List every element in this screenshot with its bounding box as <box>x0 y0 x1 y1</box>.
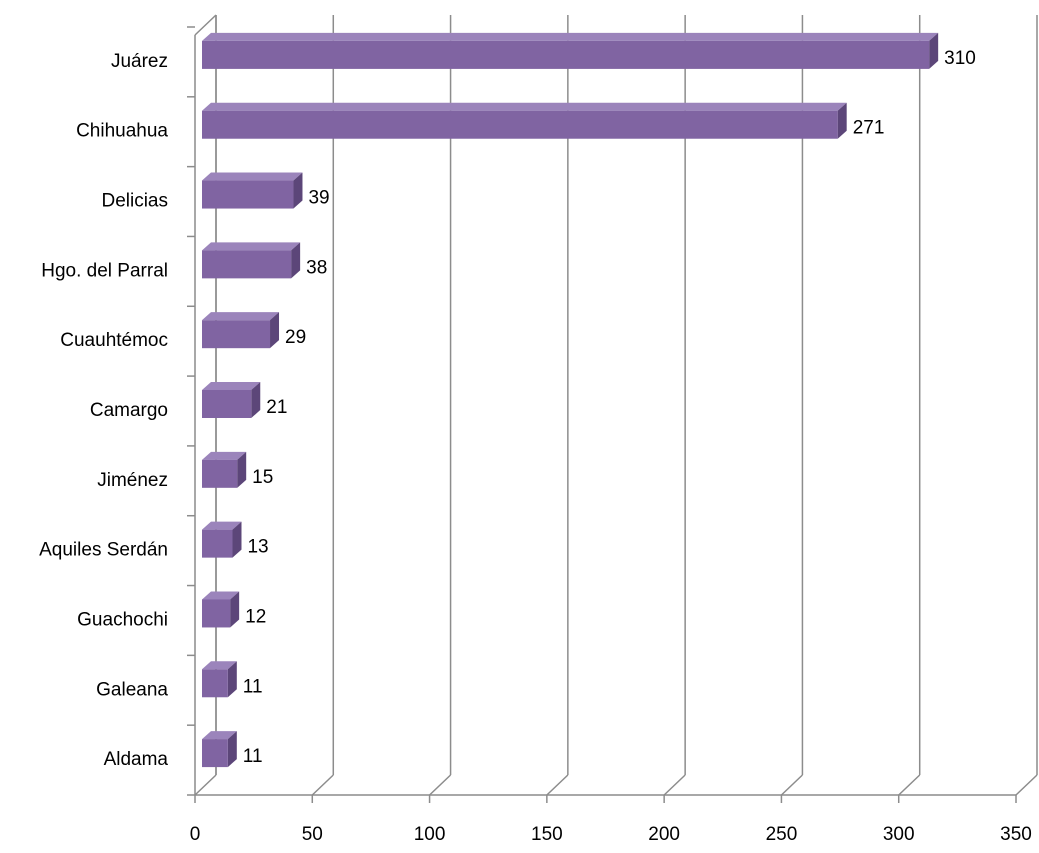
y-tick-label: Aquiles Serdán <box>39 540 168 561</box>
grid-floor <box>663 774 686 796</box>
bar-top <box>202 661 237 670</box>
y-tick-label: Chihuahua <box>76 121 168 142</box>
y-tick-label: Aldama <box>104 749 169 770</box>
y-tick-label: Delicias <box>101 191 168 212</box>
bar-top <box>202 172 303 181</box>
value-label: 11 <box>243 746 263 767</box>
bar <box>202 669 228 698</box>
bar-top <box>202 242 301 251</box>
bar-top <box>202 731 237 740</box>
y-tick-label: Juárez <box>111 51 168 72</box>
value-label: 12 <box>245 606 266 627</box>
x-tick-label: 300 <box>883 824 915 845</box>
x-tick-label: 350 <box>1000 824 1032 845</box>
bar-top <box>202 32 939 41</box>
bar-side <box>251 382 261 418</box>
x-tick-label: 200 <box>648 824 680 845</box>
bar-side <box>227 731 237 768</box>
bar <box>202 250 292 279</box>
bar <box>202 390 252 418</box>
bar <box>202 599 231 628</box>
bar-side <box>293 172 303 209</box>
grid-floor <box>1015 774 1038 796</box>
value-label: 21 <box>266 397 287 418</box>
bar-top <box>202 312 280 321</box>
x-tick-label: 0 <box>190 824 201 845</box>
bar-side <box>929 32 939 69</box>
bar-side <box>270 312 280 349</box>
y-tick-label: Jiménez <box>97 470 168 491</box>
bar-top <box>202 382 261 390</box>
grid-floor <box>898 774 921 796</box>
y-tick-label: Hgo. del Parral <box>41 260 168 281</box>
bar-side <box>237 451 247 488</box>
grid-floor <box>780 774 803 796</box>
x-tick-label: 50 <box>302 824 323 845</box>
bar <box>202 320 271 349</box>
bar <box>202 180 294 209</box>
y-tick-label: Cuauhtémoc <box>60 330 168 351</box>
bar-side <box>230 591 240 628</box>
value-label: 15 <box>252 467 273 488</box>
y-tick-label: Guachochi <box>77 609 168 630</box>
value-label: 29 <box>285 327 306 348</box>
grid-floor <box>546 774 569 796</box>
bar-side <box>291 242 301 279</box>
value-label: 38 <box>306 257 327 278</box>
y-tick-label: Camargo <box>90 400 168 421</box>
grid-floor <box>311 774 334 796</box>
x-tick-label: 100 <box>414 824 446 845</box>
bar <box>202 110 838 139</box>
value-label: 39 <box>308 188 329 209</box>
bar <box>202 739 228 768</box>
x-tick-label: 150 <box>531 824 563 845</box>
bar <box>202 40 930 69</box>
x-tick-label: 250 <box>766 824 798 845</box>
bar-top <box>202 521 242 530</box>
value-label: 310 <box>944 48 976 69</box>
bar-side <box>227 661 237 698</box>
y-axis-top <box>194 14 217 36</box>
bar-side <box>837 102 847 139</box>
bar-side <box>232 521 242 558</box>
bar <box>202 459 238 488</box>
grid-floor <box>194 774 217 796</box>
bar-top <box>202 102 847 111</box>
y-tick-label: Galeana <box>96 679 168 700</box>
value-label: 11 <box>243 676 263 697</box>
bar <box>202 529 233 558</box>
value-label: 13 <box>247 537 268 558</box>
grid-floor <box>429 774 452 796</box>
value-label: 271 <box>853 118 885 139</box>
bar-top <box>202 451 247 460</box>
bar-top <box>202 591 240 600</box>
